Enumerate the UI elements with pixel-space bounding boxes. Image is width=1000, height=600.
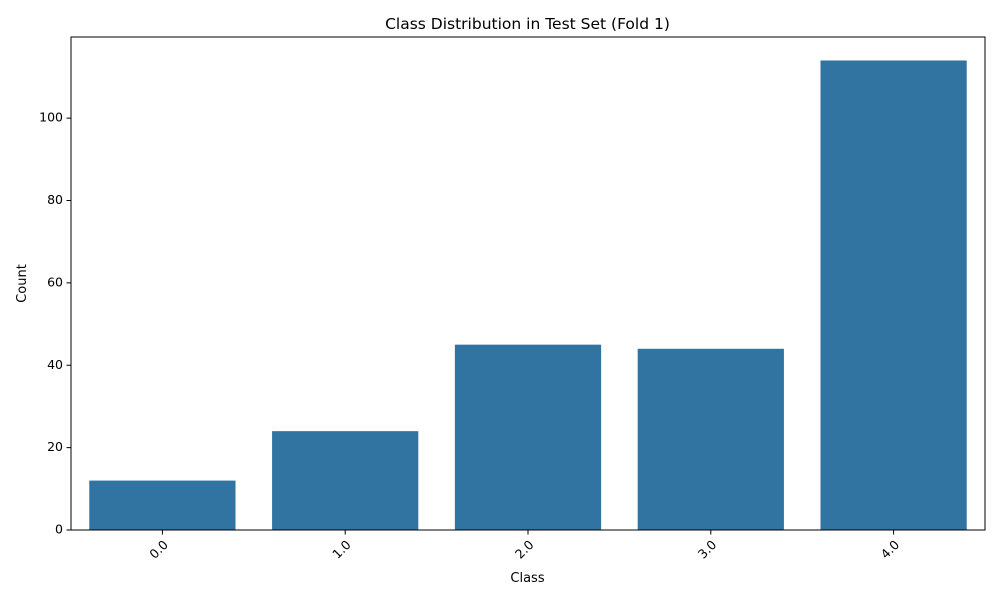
y-axis-ticks: 0 20 40 60 80 100 bbox=[39, 110, 71, 537]
plot-frame bbox=[70, 36, 986, 531]
y-tick-label: 40 bbox=[47, 357, 63, 372]
y-tick-label: 80 bbox=[47, 192, 63, 207]
x-tick-label: 4.0 bbox=[878, 537, 903, 562]
bars-group bbox=[89, 60, 967, 530]
y-tick-label: 0 bbox=[55, 522, 63, 537]
bar-class-4.0 bbox=[820, 60, 967, 530]
bar-class-0.0 bbox=[89, 480, 236, 530]
bar-class-1.0 bbox=[272, 431, 419, 530]
x-tick-label: 2.0 bbox=[512, 537, 537, 562]
chart-title: Class Distribution in Test Set (Fold 1) bbox=[385, 15, 670, 33]
bar-class-2.0 bbox=[454, 344, 602, 530]
y-axis-label: Count bbox=[15, 264, 30, 303]
x-tick-label: 1.0 bbox=[329, 537, 354, 562]
x-tick-label: 3.0 bbox=[695, 537, 720, 562]
x-tick-label: 0.0 bbox=[146, 537, 171, 562]
y-tick-label: 20 bbox=[47, 439, 63, 454]
y-tick-label: 100 bbox=[39, 110, 63, 125]
y-tick-label: 60 bbox=[47, 274, 63, 289]
x-axis-ticks: 0.0 1.0 2.0 3.0 4.0 bbox=[146, 530, 902, 562]
x-axis-label: Class bbox=[510, 571, 544, 586]
bar-class-3.0 bbox=[637, 348, 784, 530]
